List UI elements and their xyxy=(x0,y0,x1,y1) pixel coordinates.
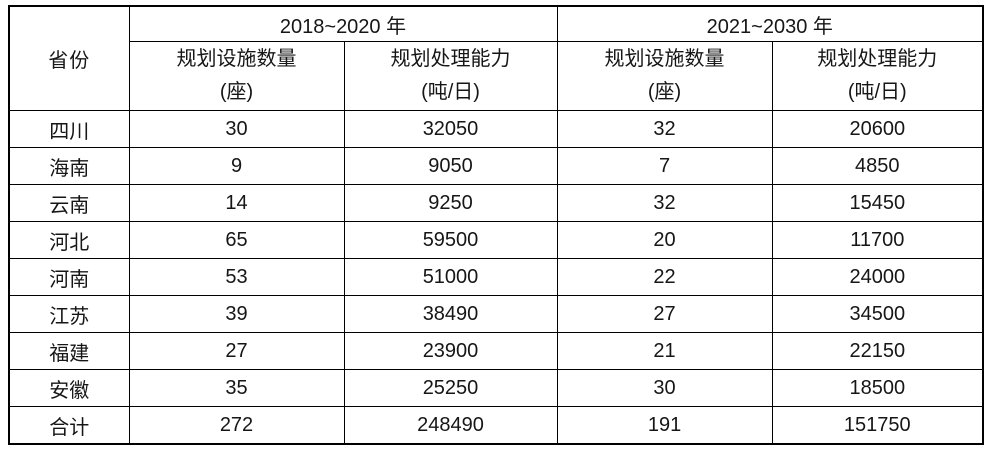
corner-header-province: 省份 xyxy=(8,5,130,111)
data-cell: 14 xyxy=(128,184,345,222)
data-cell: 51000 xyxy=(343,258,558,296)
data-cell: 23900 xyxy=(343,332,558,370)
province-cell: 福建 xyxy=(8,332,130,370)
table-row-henan: 河南 53 51000 22 24000 xyxy=(8,258,984,296)
data-cell: 32 xyxy=(556,184,773,222)
metric-header-line2: (座) xyxy=(647,81,682,103)
year-group-header-2018-2020: 2018~2020 年 xyxy=(128,5,558,42)
data-cell: 39 xyxy=(128,295,345,333)
data-cell: 22 xyxy=(556,258,773,296)
data-cell: 20 xyxy=(556,221,773,259)
data-cell: 21 xyxy=(556,332,773,370)
header-row-metrics: 规划设施数量 (座) 规划处理能力 (吨/日) 规划设施数量 (座) 规划处理能… xyxy=(9,41,984,111)
data-cell: 32050 xyxy=(343,110,558,148)
province-cell: 合计 xyxy=(8,406,130,445)
data-cell: 24000 xyxy=(771,258,984,296)
data-cell: 7 xyxy=(556,147,773,185)
province-cell: 江苏 xyxy=(8,295,130,333)
metric-header-line1: 规划处理能力 xyxy=(390,48,511,70)
data-cell: 9250 xyxy=(343,184,558,222)
province-cell: 河南 xyxy=(8,258,130,296)
table-row-sichuan: 四川 30 32050 32 20600 xyxy=(8,110,984,148)
province-cell: 云南 xyxy=(8,184,130,222)
table-row-hebei: 河北 65 59500 20 11700 xyxy=(8,221,984,259)
table-row-fujian: 福建 27 23900 21 22150 xyxy=(8,332,984,370)
table-row-jiangsu: 江苏 39 38490 27 34500 xyxy=(8,295,984,333)
data-cell: 59500 xyxy=(343,221,558,259)
data-cell: 30 xyxy=(128,110,345,148)
data-cell: 9 xyxy=(128,147,345,185)
data-cell: 4850 xyxy=(771,147,984,185)
metric-header-line1: 规划设施数量 xyxy=(176,48,297,70)
data-cell: 15450 xyxy=(771,184,984,222)
data-cell: 248490 xyxy=(343,406,558,445)
data-cell: 35 xyxy=(128,369,345,407)
header-row-years: 省份 2018~2020 年 2021~2030 年 xyxy=(8,5,984,111)
table-row-total: 合计 272 248490 191 151750 xyxy=(8,406,984,445)
year-group-header-2021-2030: 2021~2030 年 xyxy=(556,5,984,42)
province-planning-table: 省份 2018~2020 年 2021~2030 年 规划设施数量 (座) 规划… xyxy=(8,5,985,445)
data-cell: 53 xyxy=(128,258,345,296)
metric-header-line2: (座) xyxy=(219,81,254,103)
metric-header-line2: (吨/日) xyxy=(421,81,480,103)
data-cell: 38490 xyxy=(343,295,558,333)
data-cell: 32 xyxy=(556,110,773,148)
data-cell: 18500 xyxy=(771,369,984,407)
data-cell: 27 xyxy=(556,295,773,333)
metric-header-line1: 规划处理能力 xyxy=(817,48,938,70)
data-cell: 191 xyxy=(556,406,773,445)
table-row-hainan: 海南 9 9050 7 4850 xyxy=(8,147,984,185)
province-cell: 安徽 xyxy=(8,369,130,407)
data-cell: 25250 xyxy=(343,369,558,407)
metric-header-line1: 规划设施数量 xyxy=(604,48,725,70)
data-cell: 11700 xyxy=(771,221,984,259)
table-row-anhui: 安徽 35 25250 30 18500 xyxy=(8,369,984,407)
data-cell: 272 xyxy=(128,406,345,445)
province-cell: 海南 xyxy=(8,147,130,185)
metric-header-facilities-1: 规划设施数量 (座) xyxy=(128,41,345,111)
data-cell: 65 xyxy=(128,221,345,259)
data-cell: 22150 xyxy=(771,332,984,370)
metric-header-capacity-1: 规划处理能力 (吨/日) xyxy=(343,41,558,111)
data-cell: 27 xyxy=(128,332,345,370)
data-cell: 20600 xyxy=(771,110,984,148)
province-cell: 河北 xyxy=(8,221,130,259)
data-cell: 151750 xyxy=(771,406,984,445)
metric-header-capacity-2: 规划处理能力 (吨/日) xyxy=(771,41,984,111)
metric-header-facilities-2: 规划设施数量 (座) xyxy=(556,41,773,111)
data-cell: 34500 xyxy=(771,295,984,333)
province-cell: 四川 xyxy=(8,110,130,148)
data-cell: 9050 xyxy=(343,147,558,185)
table-row-yunnan: 云南 14 9250 32 15450 xyxy=(8,184,984,222)
metric-header-line2: (吨/日) xyxy=(847,81,907,103)
data-cell: 30 xyxy=(556,369,773,407)
